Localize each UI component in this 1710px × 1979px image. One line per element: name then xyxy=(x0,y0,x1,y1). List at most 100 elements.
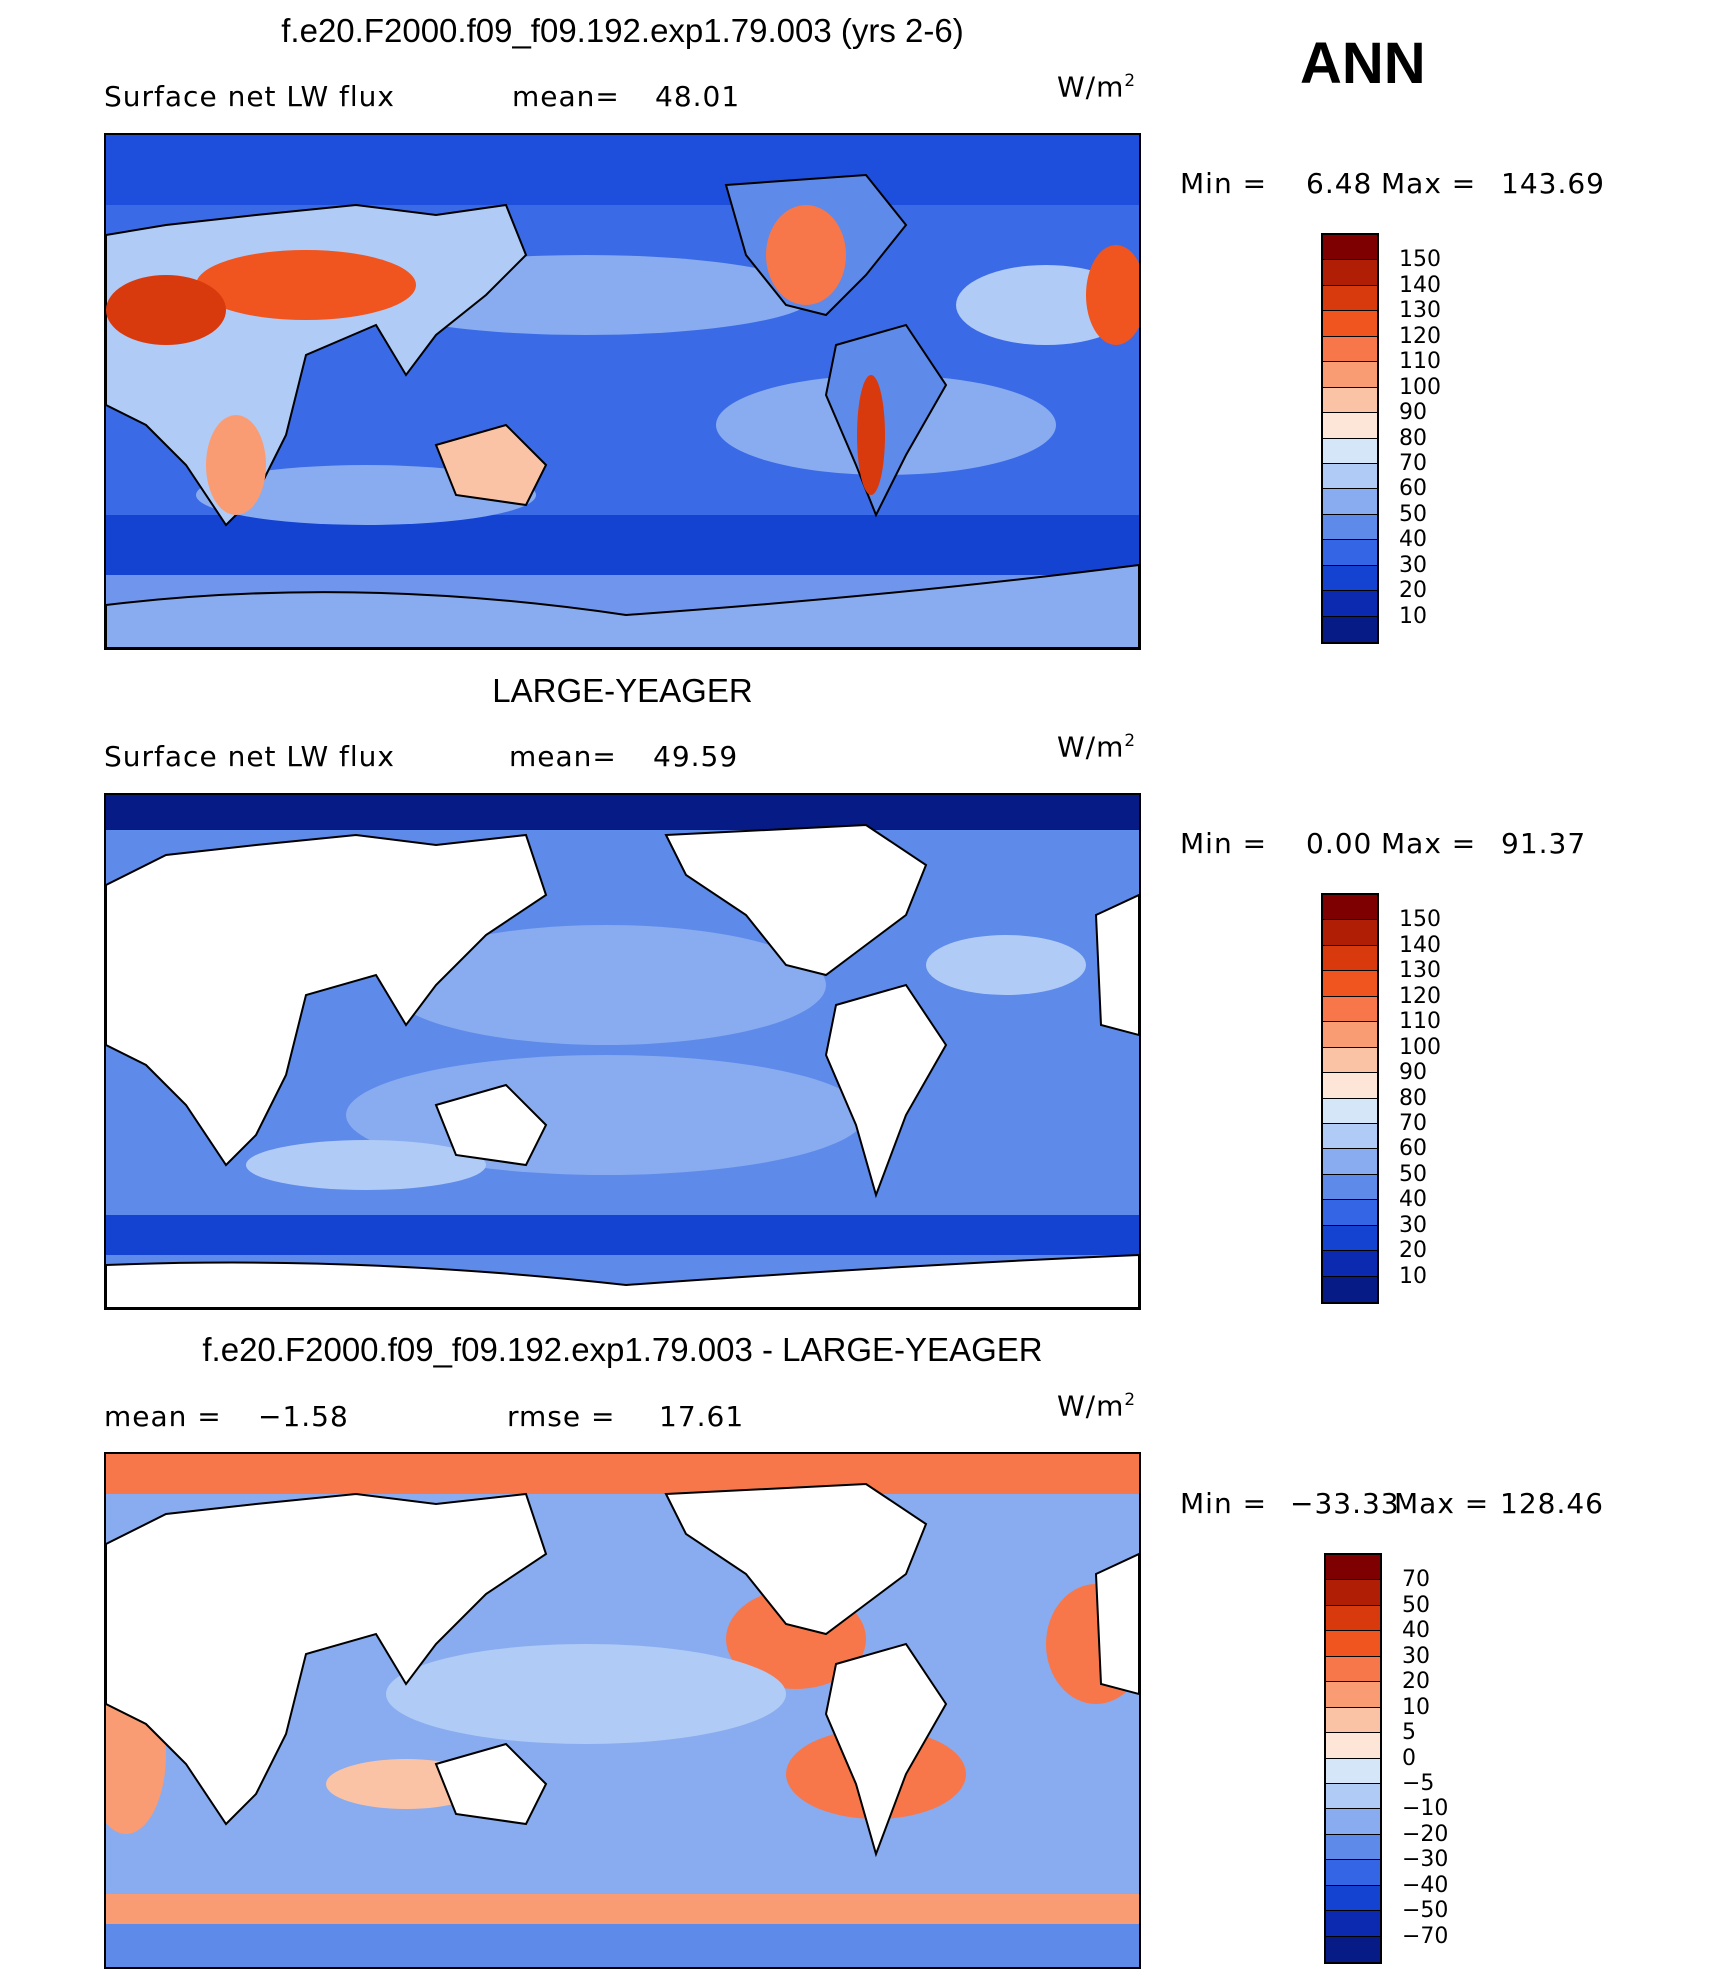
colorbar-swatch xyxy=(1323,971,1377,997)
panel-2-min-label: Min = xyxy=(1180,827,1268,860)
colorbar-swatch xyxy=(1326,1682,1380,1708)
colorbar-swatch xyxy=(1323,920,1377,946)
panel-1-variable: Surface net LW flux xyxy=(104,80,395,113)
colorbar-swatch xyxy=(1326,1860,1380,1886)
colorbar-swatch xyxy=(1323,1251,1377,1277)
colorbar-label: 130 xyxy=(1399,298,1441,324)
colorbar-label: 110 xyxy=(1399,349,1441,375)
colorbar-label: 5 xyxy=(1402,1720,1416,1746)
colorbar-label: 70 xyxy=(1399,1110,1427,1136)
colorbar-label: −10 xyxy=(1402,1796,1449,1822)
colorbar-swatch xyxy=(1323,362,1377,388)
colorbar-label: 110 xyxy=(1399,1009,1441,1035)
colorbar-label: 50 xyxy=(1402,1592,1430,1618)
panel-3-units: W/m2 xyxy=(1057,1389,1137,1423)
colorbar-swatch xyxy=(1323,1022,1377,1048)
colorbar-swatch xyxy=(1323,1123,1377,1150)
colorbar-label: 10 xyxy=(1399,1263,1427,1289)
colorbar-swatch xyxy=(1323,1047,1377,1074)
panel-2-colorbar xyxy=(1321,893,1379,1304)
colorbar-swatch xyxy=(1323,895,1377,921)
colorbar-swatch xyxy=(1323,311,1377,337)
colorbar-swatch xyxy=(1323,1073,1377,1099)
panel-2-mean-label: mean= xyxy=(509,740,617,773)
colorbar-label: 150 xyxy=(1399,247,1441,273)
colorbar-label: 140 xyxy=(1399,932,1441,958)
panel-3-rmse-label: rmse = xyxy=(507,1400,616,1433)
panel-1-colorbar xyxy=(1321,233,1379,644)
colorbar-swatch xyxy=(1323,1098,1377,1124)
colorbar-swatch xyxy=(1326,1834,1380,1861)
panel-3-map xyxy=(104,1452,1141,1969)
colorbar-swatch xyxy=(1323,616,1377,642)
panel-2-units: W/m2 xyxy=(1057,730,1137,764)
colorbar-label: −70 xyxy=(1402,1923,1449,1949)
colorbar-swatch xyxy=(1323,1276,1377,1302)
colorbar-label: 30 xyxy=(1399,552,1427,578)
colorbar-swatch xyxy=(1323,387,1377,414)
colorbar-swatch xyxy=(1326,1936,1380,1962)
panel-2-max-label: Max = xyxy=(1381,827,1477,860)
panel-2-min-value: 0.00 xyxy=(1306,827,1373,860)
colorbar-swatch xyxy=(1326,1885,1380,1912)
panel-3-mean-value: −1.58 xyxy=(258,1400,349,1433)
colorbar-label: 40 xyxy=(1399,527,1427,553)
panel-1-map xyxy=(104,133,1141,650)
colorbar-swatch xyxy=(1323,336,1377,363)
colorbar-label: −5 xyxy=(1402,1770,1435,1796)
colorbar-swatch xyxy=(1323,945,1377,972)
colorbar-label: 20 xyxy=(1399,1238,1427,1264)
colorbar-swatch xyxy=(1326,1783,1380,1810)
panel-2-map xyxy=(104,793,1141,1310)
panel-2-variable: Surface net LW flux xyxy=(104,740,395,773)
colorbar-swatch xyxy=(1323,489,1377,515)
colorbar-label: 70 xyxy=(1402,1567,1430,1593)
colorbar-swatch xyxy=(1326,1605,1380,1632)
colorbar-label: 50 xyxy=(1399,1161,1427,1187)
colorbar-swatch xyxy=(1326,1580,1380,1606)
panel-2-title: LARGE-YEAGER xyxy=(492,672,753,709)
panel-1-title: f.e20.F2000.f09_f09.192.exp1.79.003 (yrs… xyxy=(281,12,964,49)
colorbar-label: 0 xyxy=(1402,1745,1416,1771)
panel-3-rmse-value: 17.61 xyxy=(659,1400,745,1433)
colorbar-label: 10 xyxy=(1399,603,1427,629)
colorbar-swatch xyxy=(1326,1631,1380,1657)
colorbar-swatch xyxy=(1323,1200,1377,1226)
colorbar-label: 80 xyxy=(1399,425,1427,451)
colorbar-swatch xyxy=(1323,996,1377,1023)
colorbar-swatch xyxy=(1323,235,1377,261)
colorbar-label: 70 xyxy=(1399,450,1427,476)
colorbar-label: 30 xyxy=(1402,1643,1430,1669)
colorbar-swatch xyxy=(1326,1733,1380,1759)
panel-3-colorbar xyxy=(1324,1553,1382,1964)
colorbar-label: −40 xyxy=(1402,1872,1449,1898)
colorbar-label: 50 xyxy=(1399,501,1427,527)
colorbar-swatch xyxy=(1323,463,1377,490)
colorbar-swatch xyxy=(1323,413,1377,439)
colorbar-label: 20 xyxy=(1402,1669,1430,1695)
colorbar-label: 60 xyxy=(1399,1136,1427,1162)
panel-1-min-value: 6.48 xyxy=(1306,167,1373,200)
colorbar-label: 90 xyxy=(1399,400,1427,426)
colorbar-swatch xyxy=(1323,260,1377,286)
colorbar-label: 40 xyxy=(1402,1618,1430,1644)
colorbar-swatch xyxy=(1326,1758,1380,1784)
panel-3-max-label: Max = xyxy=(1394,1487,1490,1520)
panel-2-max-value: 91.37 xyxy=(1501,827,1587,860)
panel-1-units: W/m2 xyxy=(1057,70,1137,104)
panel-1-max-label: Max = xyxy=(1381,167,1477,200)
colorbar-label: −20 xyxy=(1402,1821,1449,1847)
panel-3-min-label: Min = xyxy=(1180,1487,1268,1520)
colorbar-label: 80 xyxy=(1399,1085,1427,1111)
panel-1-mean-label: mean= xyxy=(512,80,620,113)
colorbar-swatch xyxy=(1323,1149,1377,1175)
colorbar-swatch xyxy=(1323,540,1377,566)
colorbar-label: 130 xyxy=(1399,958,1441,984)
colorbar-label: 60 xyxy=(1399,476,1427,502)
colorbar-swatch xyxy=(1326,1707,1380,1734)
colorbar-label: 140 xyxy=(1399,272,1441,298)
panel-3-title: f.e20.F2000.f09_f09.192.exp1.79.003 - LA… xyxy=(202,1331,1043,1368)
colorbar-label: 150 xyxy=(1399,907,1441,933)
panel-1-mean-value: 48.01 xyxy=(655,80,741,113)
colorbar-label: 30 xyxy=(1399,1212,1427,1238)
